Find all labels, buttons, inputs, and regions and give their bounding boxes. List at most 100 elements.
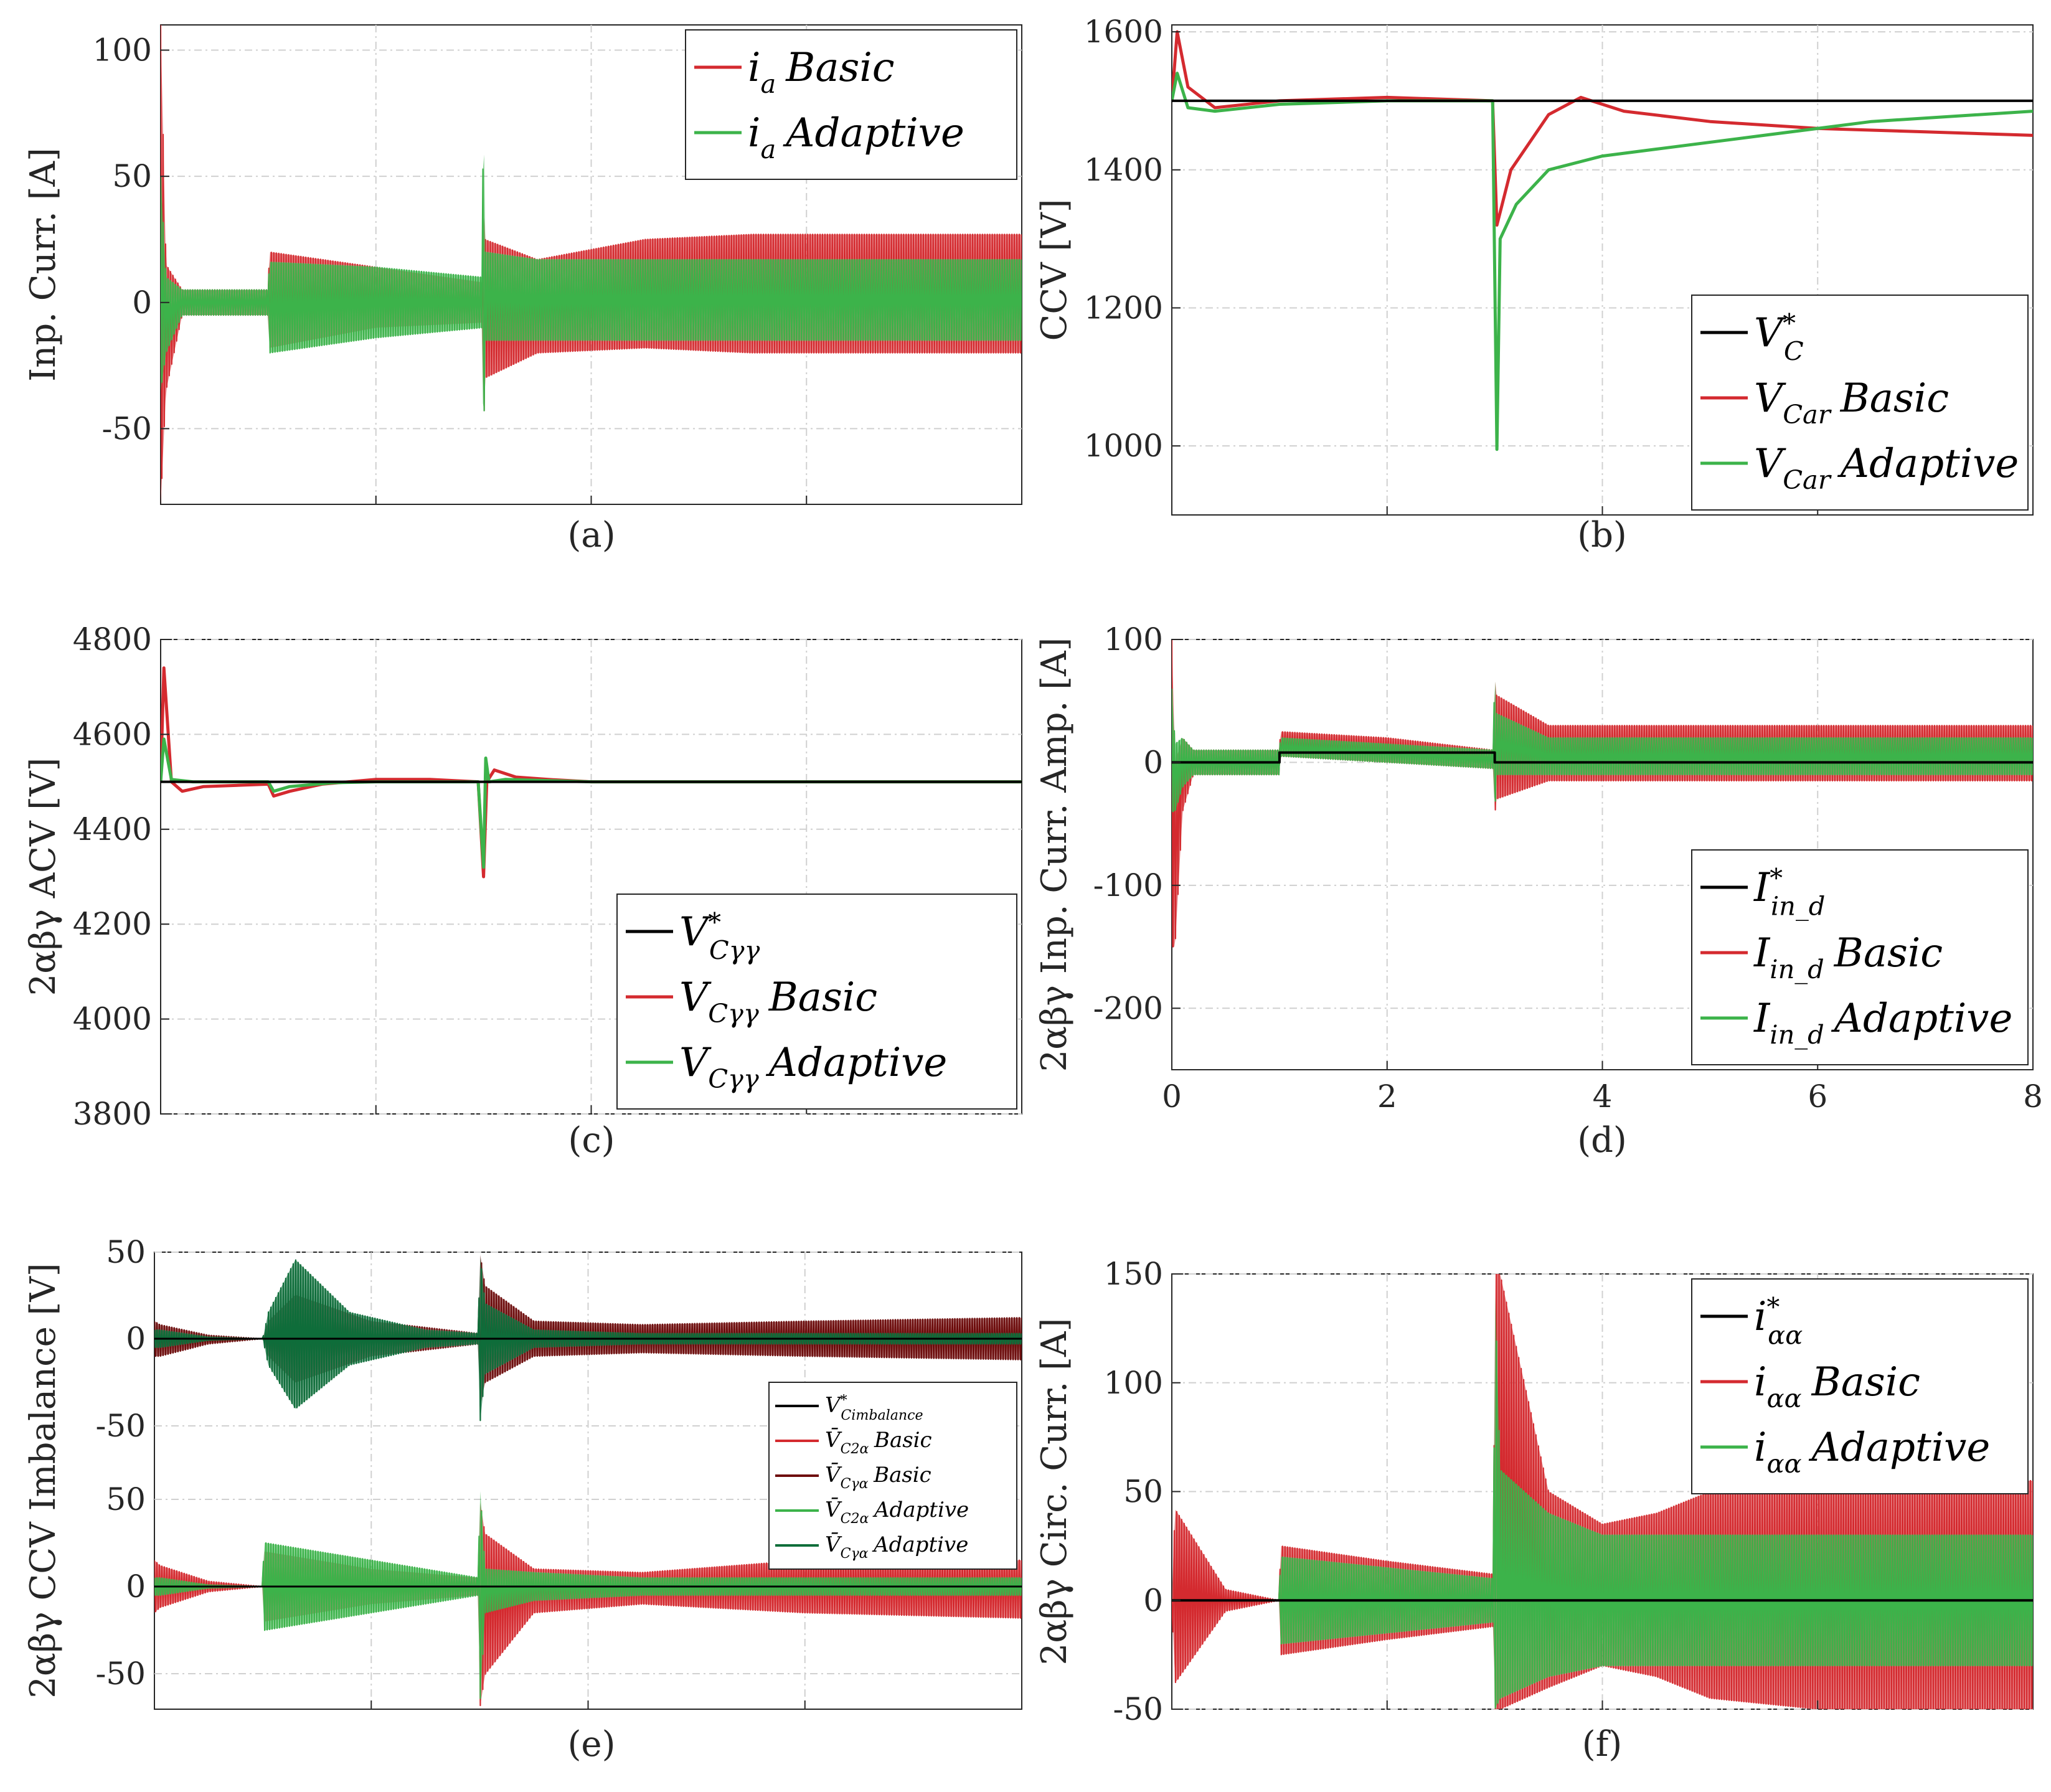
legend-subscript: αα [1766,1383,1801,1413]
legend-rest: Basic [785,45,894,91]
series-d-2-line [1172,751,2033,764]
series-e-lower-0-band [154,1502,1022,1705]
legend-box [616,894,1017,1110]
legend-subscript: a [760,134,776,164]
legend-symbol: i [748,45,760,91]
legend-symbol: V̄ [825,1462,842,1488]
legend-rest: Basic [1840,375,1949,422]
y-axis-label: 2αβγ CCV Imbalance [V] [23,1263,64,1698]
series-e-lower-1 [154,1491,1022,1699]
x-tick-label: 2 [1377,1078,1397,1115]
y-tick-label: -200 [1093,990,1163,1026]
legend-entry: V* Cγγ [679,907,760,966]
y-tick-label: 0 [126,1568,146,1605]
legend-rest: Adaptive [872,1497,969,1522]
legend-subscript: C2α [841,1511,869,1527]
legend-rest: Adaptive [1831,996,2013,1042]
y-tick-label: 100 [1104,621,1163,658]
y-tick-label: 0 [132,285,152,321]
y-axis-label: CCV [V] [1034,199,1075,341]
y-tick-label: 50 [1123,1474,1163,1510]
legend-subscript: Cγγ [709,935,760,965]
legend-entry: VCγγ Basic [679,974,877,1029]
legend-entry: i* αα [1754,1292,1803,1351]
y-tick-label: -50 [1113,1691,1163,1727]
legend-entry: VCγγ Adaptive [679,1040,947,1094]
legend-subscript: Cγα [841,1545,869,1562]
panel-caption: (e) [568,1724,616,1765]
y-tick-label: 1600 [1084,14,1163,50]
legend-subscript: αα [1766,1448,1801,1479]
panel-caption: (c) [568,1120,615,1161]
legend-rest: Adaptive [1809,1425,1991,1471]
legend-entry: iαα Adaptive [1754,1425,1990,1479]
y-tick-label: 4200 [73,906,152,942]
legend-entry: V* C [1754,308,1804,367]
legend-symbol: V [679,909,712,955]
legend-symbol: V [1754,375,1786,422]
legend-subscript: C2α [841,1441,869,1457]
y-tick-label: 4600 [73,716,152,752]
legend-entry: V* Cimbalance [825,1392,923,1423]
legend-subscript: Car [1783,465,1832,495]
panel-caption: (d) [1577,1120,1627,1161]
legend-entry: VCar Adaptive [1754,441,2019,495]
legend-symbol: V [1754,441,1786,487]
legend-symbol: V̄ [825,1497,842,1522]
y-tick-label: 4800 [73,621,152,658]
legend-subscript: αα [1768,1319,1803,1350]
legend-entry: V̄C2α Adaptive [825,1497,969,1527]
legend-superscript: * [708,907,721,938]
legend-superscript: * [1783,308,1796,339]
y-tick-label: 3800 [73,1096,152,1132]
legend-entry: Iin_d Adaptive [1753,996,2012,1050]
x-tick-label: 6 [1808,1078,1827,1115]
legend-entry: ia Adaptive [748,110,964,164]
legend-box [685,29,1017,180]
legend-entry: I* in_d [1753,863,1825,922]
legend-symbol: i [1754,1359,1766,1405]
legend-rest: Adaptive [872,1532,968,1557]
series-b-1-line [1172,72,2033,451]
y-tick-label: 100 [93,32,152,68]
legend-subscript: in_d [1770,1019,1824,1050]
y-tick-label: 0 [1143,744,1163,780]
y-tick-label: 0 [1143,1582,1163,1618]
legend-subscript: Cimbalance [841,1407,923,1423]
x-tick-label: 4 [1593,1078,1613,1115]
y-axis-label: 2αβγ ACV [V] [23,758,64,996]
y-tick-label: 4400 [73,811,152,847]
y-tick-label: 1000 [1084,428,1163,464]
y-tick-label: 50 [106,1481,146,1517]
legend-rest: Basic [873,1463,931,1488]
legend-rest: Basic [874,1428,932,1453]
legend-symbol: V [679,1040,712,1086]
legend-symbol: V̄ [825,1427,842,1453]
legend-symbol: i [1754,1425,1766,1471]
series-d-1-band [1172,681,2033,812]
y-axis-label: Inp. Curr. [A] [23,148,64,382]
y-tick-label: 100 [1104,1365,1163,1401]
y-tick-label: -50 [101,410,152,446]
legend-entry: Iin_d Basic [1753,930,1943,984]
y-tick-label: -100 [1093,867,1163,903]
y-tick-label: 150 [1104,1256,1163,1292]
legend-subscript: C [1784,336,1804,366]
panel-caption: (a) [567,515,615,555]
legend-d: I* in_d Iin_d Basic Iin_d Adaptive [1691,849,2029,1065]
legend-superscript: * [841,1392,847,1408]
legend-entry: V̄Cγα Adaptive [825,1532,968,1562]
series-c-0-line [161,666,1022,879]
legend-rest: Basic [1834,930,1943,976]
series-f-1 [1172,1296,2033,1709]
series-b-0 [1172,30,2033,227]
legend-rest: Adaptive [766,1040,948,1086]
series-e-upper-0-band [154,1255,1022,1406]
y-axis-label: 2αβγ Inp. Curr. Amp. [A] [1034,638,1075,1072]
legend-superscript: * [1766,1292,1780,1323]
panel-caption: (b) [1577,515,1627,555]
